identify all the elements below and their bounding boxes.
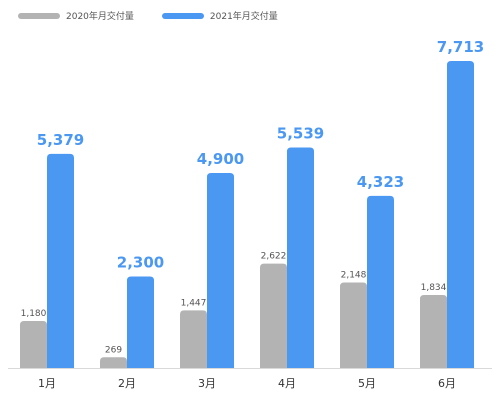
legend-swatch-2020 — [18, 12, 60, 19]
data-label-2021-2: 2,300 — [117, 253, 164, 271]
x-tick-label-6: 6月 — [438, 377, 456, 390]
data-label-2020-2: 269 — [105, 345, 122, 355]
data-label-2020-6: 1,834 — [421, 283, 447, 293]
chart-legend: 2020年月交付量 2021年月交付量 — [18, 9, 306, 22]
legend-swatch-2021 — [161, 12, 204, 19]
data-label-2021-1: 5,379 — [37, 131, 84, 149]
x-tick-label-2: 2月 — [118, 377, 136, 390]
legend-label-2021: 2021年月交付量 — [209, 12, 278, 22]
legend-item-2020: 2020年月交付量 — [18, 9, 134, 22]
bar-2021-6 — [447, 61, 474, 368]
data-label-2020-3: 1,447 — [181, 298, 207, 308]
bar-2020-4 — [260, 263, 287, 368]
data-label-2020-5: 2,148 — [341, 271, 367, 281]
data-label-2021-6: 7,713 — [437, 38, 484, 56]
x-tick-label-3: 3月 — [198, 377, 216, 390]
bar-2021-1 — [47, 153, 74, 368]
data-label-2021-4: 5,539 — [277, 125, 324, 143]
legend-item-2021: 2021年月交付量 — [161, 9, 278, 22]
x-tick-label-1: 1月 — [38, 377, 56, 390]
bar-2021-4 — [287, 147, 314, 368]
data-label-2020-1: 1,180 — [21, 309, 47, 319]
bar-2021-3 — [207, 172, 234, 368]
bar-2021-5 — [367, 195, 394, 368]
legend-label-2020: 2020年月交付量 — [66, 12, 134, 22]
bar-2021-2 — [127, 276, 154, 368]
bar-2020-3 — [180, 310, 207, 368]
bar-2020-2 — [100, 357, 127, 368]
data-label-2021-5: 4,323 — [357, 173, 404, 191]
x-tick-label-5: 5月 — [358, 377, 376, 390]
data-label-2021-3: 4,900 — [197, 150, 244, 168]
bar-2020-1 — [20, 321, 47, 368]
bar-2020-6 — [420, 295, 447, 368]
bar-2020-5 — [340, 282, 367, 368]
x-tick-label-4: 4月 — [278, 377, 296, 390]
data-label-2020-4: 2,622 — [261, 252, 287, 262]
